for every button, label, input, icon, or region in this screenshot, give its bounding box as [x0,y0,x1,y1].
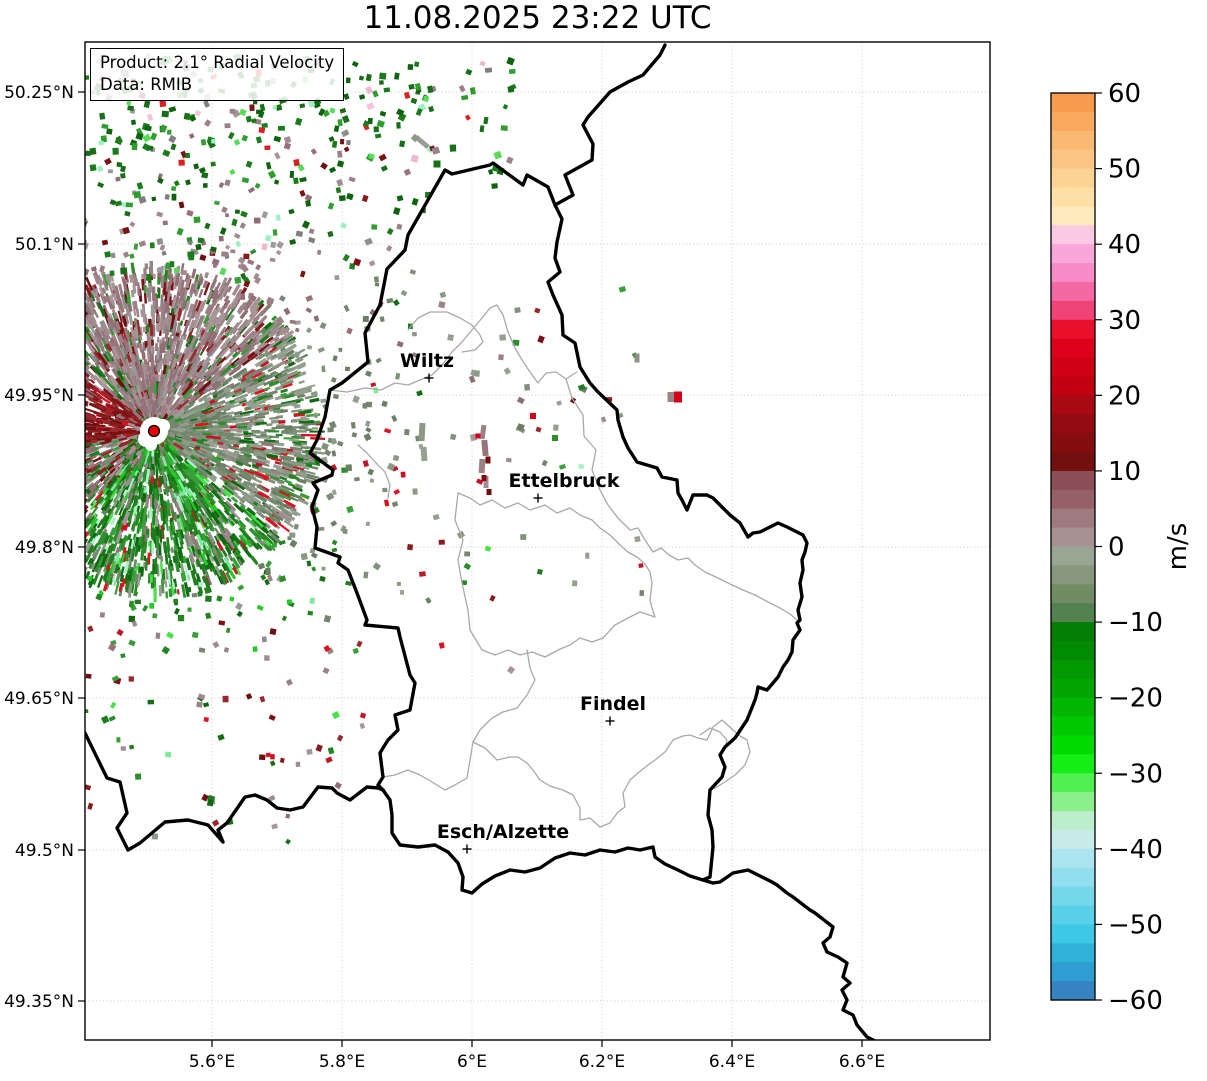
colorbar-band [1051,943,1095,963]
colorbar-band [1051,470,1095,491]
colorbar-band [1051,168,1095,189]
colorbar: 60 50 40 30 20 10 0 −10 −20 −30 −40 −50 −60 m/s [1050,79,1193,1016]
colorbar-band [1051,433,1095,453]
product-label: Product: 2.1° Radial Velocity [100,53,335,72]
colorbar-band [1051,565,1095,585]
colorbar-band [1051,452,1095,472]
colorbar-band [1051,376,1095,396]
colorbar-tick-label: 40 [1108,230,1141,260]
y-tick-label: 49.35°N [4,992,74,1012]
colorbar-band [1051,130,1095,151]
colorbar-band [1051,829,1095,850]
x-tick-label: 5.8°E [319,1052,365,1072]
colorbar-band [1051,244,1095,264]
country-borders [85,43,877,1040]
city-labels: Wiltz Ettelbruck Findel Esch/Alzette [400,350,646,854]
colorbar-band [1051,924,1095,944]
colorbar-band [1051,773,1095,793]
city-label: Wiltz [400,350,454,372]
colorbar-tick-label: 50 [1108,155,1141,185]
plot-frame [84,41,991,1041]
radar-site-marker [138,417,170,451]
colorbar-band [1051,187,1095,207]
colorbar-band [1051,697,1095,718]
colorbar-band [1051,754,1095,774]
colorbar-band [1051,622,1095,642]
colorbar-tick-label: 20 [1108,381,1141,411]
radar-site-dot [147,424,161,438]
colorbar-band [1051,962,1095,982]
colorbar-band [1051,357,1095,378]
colorbar-band [1051,848,1095,869]
colorbar-band [1051,395,1095,415]
radar-velocity-field [85,52,682,845]
colorbar-band [1051,678,1095,699]
colorbar-band [1051,263,1095,283]
colorbar-band [1051,603,1095,623]
colorbar-tick-label: 60 [1108,79,1141,109]
colorbar-band [1051,489,1095,510]
colorbar-tick-label: −20 [1108,684,1163,714]
data-source-label: Data: RMIB [100,74,193,94]
y-tick-label: 49.5°N [15,841,74,861]
city-label: Ettelbruck [509,470,620,492]
colorbar-band [1051,716,1095,737]
colorbar-unit-label: m/s [1163,523,1193,571]
colorbar-band [1051,981,1095,1001]
colorbar-tick-label: −10 [1108,608,1163,638]
colorbar-band [1051,905,1095,926]
colorbar-band [1051,281,1095,302]
page-title: 11.08.2025 23:22 UTC [363,0,712,36]
colorbar-band [1051,225,1095,245]
city-label: Findel [580,693,646,715]
x-tick-label: 6.2°E [579,1052,625,1072]
colorbar-band [1051,886,1095,907]
region-boundaries [329,304,798,828]
product-info-box: Product: 2.1° Radial Velocity Data: RMIB [90,48,345,101]
colorbar-tick-label: −40 [1108,835,1163,865]
colorbar-tick-label: 10 [1108,457,1141,487]
y-tick-label: 49.95°N [4,386,74,406]
colorbar-tick-label: −50 [1108,910,1163,940]
colorbar-band [1051,792,1095,812]
colorbar-band [1051,149,1095,170]
colorbar-tick-label: 30 [1108,306,1141,336]
colorbar-tick-label: −30 [1108,759,1163,789]
y-tick-label: 49.65°N [4,689,74,709]
colorbar-band [1051,527,1095,548]
colorbar-band [1051,414,1095,434]
colorbar-band [1051,584,1095,604]
y-tick-label: 50.1°N [15,235,74,255]
x-tick-label: 5.6°E [189,1052,235,1072]
colorbar-band [1051,319,1095,340]
x-tick-label: 6°E [457,1052,487,1072]
x-tick-label: 6.6°E [839,1052,885,1072]
colorbar-band [1051,300,1095,321]
y-tick-label: 49.8°N [15,538,74,558]
axes: 5.6°E 5.8°E 6°E 6.2°E 6.4°E 6.6°E 50.25°N 50.1°… [4,83,885,1072]
colorbar-band [1051,111,1095,132]
colorbar-band [1051,867,1095,888]
colorbar-band [1051,206,1095,226]
x-tick-label: 6.4°E [709,1052,755,1072]
city-label: Esch/Alzette [437,821,569,843]
colorbar-band [1051,659,1095,680]
colorbar-band [1051,338,1095,359]
colorbar-tick-label: −60 [1108,986,1163,1016]
colorbar-band [1051,546,1095,566]
y-tick-label: 50.25°N [4,83,74,103]
colorbar-band [1051,735,1095,755]
colorbar-band [1051,508,1095,529]
colorbar-band [1051,640,1095,661]
colorbar-tick-label: 0 [1108,533,1125,563]
colorbar-band [1051,93,1095,113]
colorbar-band [1051,811,1095,831]
